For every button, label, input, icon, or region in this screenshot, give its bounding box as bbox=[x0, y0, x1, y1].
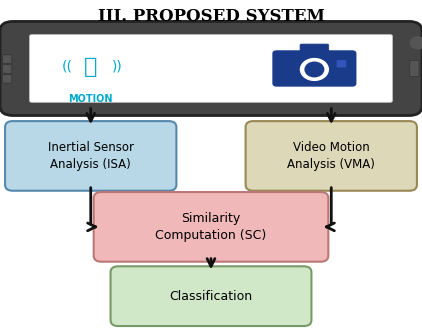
FancyBboxPatch shape bbox=[3, 55, 12, 63]
FancyBboxPatch shape bbox=[0, 21, 422, 116]
Text: Inertial Sensor
Analysis (ISA): Inertial Sensor Analysis (ISA) bbox=[48, 141, 134, 171]
FancyBboxPatch shape bbox=[410, 60, 419, 77]
Text: 🏃: 🏃 bbox=[84, 57, 97, 77]
FancyBboxPatch shape bbox=[336, 60, 346, 68]
FancyBboxPatch shape bbox=[94, 192, 328, 262]
Circle shape bbox=[305, 62, 324, 77]
FancyBboxPatch shape bbox=[3, 65, 12, 73]
FancyBboxPatch shape bbox=[246, 121, 417, 191]
FancyBboxPatch shape bbox=[3, 75, 12, 83]
Text: III. PROPOSED SYSTEM: III. PROPOSED SYSTEM bbox=[97, 8, 325, 25]
FancyBboxPatch shape bbox=[30, 35, 392, 102]
Text: Video Motion
Analysis (VMA): Video Motion Analysis (VMA) bbox=[287, 141, 375, 171]
FancyBboxPatch shape bbox=[300, 44, 329, 56]
Text: )): )) bbox=[112, 60, 123, 74]
FancyBboxPatch shape bbox=[5, 121, 176, 191]
Text: Classification: Classification bbox=[170, 290, 252, 303]
Text: ((: (( bbox=[62, 60, 73, 74]
Circle shape bbox=[410, 37, 422, 49]
Text: MOTION: MOTION bbox=[68, 94, 113, 104]
Circle shape bbox=[300, 59, 328, 80]
FancyBboxPatch shape bbox=[111, 266, 311, 326]
FancyBboxPatch shape bbox=[273, 51, 356, 86]
Text: Similarity
Computation (SC): Similarity Computation (SC) bbox=[155, 212, 267, 242]
